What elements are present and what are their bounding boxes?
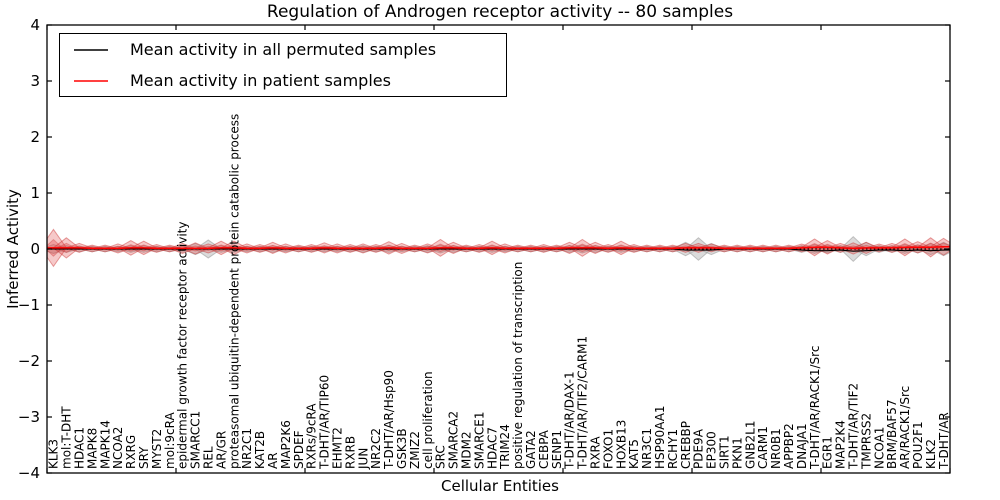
entity-label: EHMT2 xyxy=(330,427,344,469)
entity-label: AR/RACK1/Src xyxy=(898,386,912,469)
entity-label: RXRG xyxy=(124,435,138,469)
permuted-line-sample xyxy=(74,48,108,51)
y-tick-label: 4 xyxy=(30,16,40,34)
entity-label: DNAJA1 xyxy=(795,423,809,469)
entity-label: positive regulation of transcription xyxy=(511,262,525,469)
entity-label: HDAC1 xyxy=(73,427,87,469)
entity-label: ZMIZ2 xyxy=(408,431,422,469)
entity-label: JUN xyxy=(356,448,370,470)
entity-label: PDE9A xyxy=(692,428,706,469)
entity-label: HOXB13 xyxy=(614,420,628,469)
entity-label: MAPK8 xyxy=(85,428,99,469)
entity-label: SPDEF xyxy=(292,430,306,469)
entity-label: T-DHT/AR/TIF2/CARM1 xyxy=(576,336,590,470)
entity-label: RXRB xyxy=(343,436,357,469)
entity-label: EGR1 xyxy=(821,436,835,469)
entity-label: T-DHT/AR/DAX-1 xyxy=(563,371,577,470)
entity-label: APPBP2 xyxy=(782,423,796,469)
entity-label: SMARCE1 xyxy=(472,411,486,469)
entity-label: GSK3B xyxy=(395,428,409,469)
entity-label: NR0B1 xyxy=(769,428,783,469)
entity-label: CARM1 xyxy=(756,426,770,469)
entity-label: cell proliferation xyxy=(421,371,435,469)
entity-label: NR3C1 xyxy=(640,428,654,469)
entity-label: KAT2B xyxy=(253,431,267,469)
entity-label: POU2F1 xyxy=(911,421,925,469)
entity-label: MYST2 xyxy=(150,429,164,469)
entity-label: MAP2K4 xyxy=(834,420,848,469)
y-ticks-group: 4 3 2 1 0 −1 −2 −3 −4 xyxy=(18,16,950,482)
entity-label: TMPRSS2 xyxy=(859,413,873,470)
legend: Mean activity in all permuted samples Me… xyxy=(59,33,507,97)
entity-label: AR/GR xyxy=(214,431,228,469)
entity-label: CEBPA xyxy=(537,429,551,469)
entity-label: GATA2 xyxy=(524,430,538,469)
entity-label: BRM/BAF57 xyxy=(885,399,899,469)
legend-item-patient: Mean activity in patient samples xyxy=(74,71,506,90)
entity-label: RXRA xyxy=(589,436,603,469)
y-tick-label: −1 xyxy=(18,296,40,314)
mean-patient-line xyxy=(47,246,950,250)
legend-label-permuted: Mean activity in all permuted samples xyxy=(130,40,437,59)
entity-label: T-DHT/AR/RACK1/Src xyxy=(808,346,822,470)
y-tick-label: 0 xyxy=(30,240,40,258)
entity-label: REL xyxy=(201,446,215,469)
y-tick-label: −3 xyxy=(18,408,40,426)
entity-label: proteasomal ubiquitin-dependent protein … xyxy=(227,114,241,469)
entity-label: KAT5 xyxy=(627,439,641,469)
entity-label: T-DHT/AR/TIP60 xyxy=(318,375,332,470)
entity-label: SRC xyxy=(434,445,448,469)
entity-label: SIRT1 xyxy=(718,435,732,469)
chart-title: Regulation of Androgen receptor activity… xyxy=(266,2,734,22)
entity-label: HSP90AA1 xyxy=(653,405,667,469)
entity-label: GNB2L1 xyxy=(743,421,757,469)
entity-label: MDM2 xyxy=(459,431,473,469)
patient-line-sample xyxy=(74,79,108,82)
entity-label: RCHY1 xyxy=(666,429,680,469)
entity-label: SRY xyxy=(137,446,151,469)
legend-item-permuted: Mean activity in all permuted samples xyxy=(74,40,506,59)
y-tick-label: −2 xyxy=(18,352,40,370)
entity-label: KLK2 xyxy=(924,439,938,469)
entity-label: NCOA1 xyxy=(872,427,886,469)
entity-label: AR xyxy=(266,452,280,469)
entity-label: NR2C1 xyxy=(240,428,254,469)
entity-label: mol:9cRA xyxy=(163,412,177,469)
entity-label: NR2C2 xyxy=(369,428,383,469)
entity-label: HDAC7 xyxy=(485,427,499,469)
entity-label: T-DHT/AR/Hsp90 xyxy=(382,370,396,470)
entity-label: TRIM24 xyxy=(498,424,512,470)
y-tick-label: 3 xyxy=(30,72,40,90)
entity-label: SMARCA2 xyxy=(447,411,461,469)
entity-label: MAP2K6 xyxy=(279,420,293,469)
x-axis-title: Cellular Entities xyxy=(441,477,559,495)
y-axis-title: Inferred Activity xyxy=(4,189,22,309)
y-tick-label: −4 xyxy=(18,464,40,482)
entity-label: EP300 xyxy=(705,431,719,469)
y-tick-label: 1 xyxy=(30,184,40,202)
legend-label-patient: Mean activity in patient samples xyxy=(130,71,391,90)
entity-label: mol:T-DHT xyxy=(60,406,74,469)
entity-label: SENP1 xyxy=(550,430,564,469)
entity-label: T-DHT/AR/TIF2 xyxy=(847,383,861,470)
entity-label: SMARCC1 xyxy=(189,411,203,469)
entity-label: FOXO1 xyxy=(601,429,615,469)
entity-label: epidermal growth factor receptor activit… xyxy=(176,222,190,469)
entity-label: KLK3 xyxy=(47,439,61,469)
entity-label: NCOA2 xyxy=(111,427,125,469)
entity-label: PKN1 xyxy=(730,437,744,469)
entity-label: T-DHT/AR xyxy=(937,412,951,470)
x-ticks-group xyxy=(46,25,951,473)
entity-label: RXRs/9cRA xyxy=(305,403,319,469)
entity-label: CREBBP xyxy=(679,421,693,469)
y-tick-label: 2 xyxy=(30,128,40,146)
entity-label: MAPK14 xyxy=(98,420,112,469)
